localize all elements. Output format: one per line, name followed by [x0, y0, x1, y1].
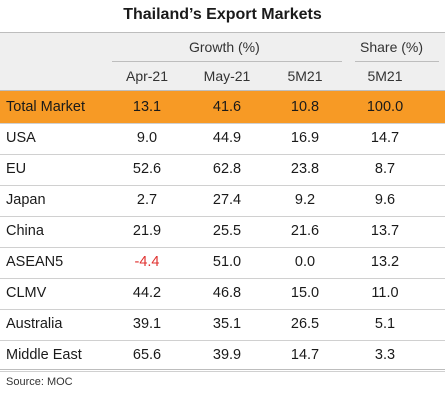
- table-bottom-rule: [0, 369, 445, 370]
- table-cell: 25.5: [212, 223, 242, 239]
- row-label: EU: [6, 161, 27, 177]
- table-cell: 23.8: [290, 161, 320, 177]
- table-cell: 10.8: [290, 99, 320, 115]
- table-cell: 2.7: [136, 192, 158, 208]
- share-group-label: Share (%): [360, 39, 424, 55]
- table-cell: 39.9: [212, 347, 242, 363]
- table-row: ASEAN5 -4.4 51.0 0.0 13.2: [0, 246, 445, 279]
- table-row: Middle East 65.6 39.9 14.7 3.3: [0, 339, 445, 372]
- growth-group-label: Growth (%): [189, 39, 260, 55]
- table-cell: 26.5: [290, 316, 320, 332]
- row-label: CLMV: [6, 285, 47, 301]
- row-label: Australia: [6, 316, 63, 332]
- table-row: China 21.9 25.5 21.6 13.7: [0, 215, 445, 248]
- column-header-apr21: Apr-21: [125, 68, 169, 84]
- table-cell: 3.3: [374, 347, 396, 363]
- table-cell: 39.1: [132, 316, 162, 332]
- table-cell: 13.1: [132, 99, 162, 115]
- table-cell: 21.6: [290, 223, 320, 239]
- header-row-groups: Growth (%) Share (%): [0, 32, 445, 63]
- row-label: USA: [6, 130, 36, 146]
- table-cell: 13.2: [370, 254, 400, 270]
- column-header-may21: May-21: [203, 68, 251, 84]
- table-cell: 35.1: [212, 316, 242, 332]
- column-header-5m21-growth: 5M21: [287, 68, 323, 84]
- table-title: Thailand’s Export Markets: [123, 6, 322, 23]
- table-row: Japan 2.7 27.4 9.2 9.6: [0, 184, 445, 217]
- table-cell: 11.0: [371, 285, 399, 301]
- table-cell: 62.8: [212, 161, 242, 177]
- share-group-divider: [355, 61, 439, 62]
- column-header-5m21-share: 5M21: [367, 68, 403, 84]
- table-cell: 46.8: [212, 285, 242, 301]
- row-label: Total Market: [6, 99, 85, 115]
- table-cell: 51.0: [212, 254, 242, 270]
- table-cell: 65.6: [132, 347, 162, 363]
- table-cell: 52.6: [132, 161, 162, 177]
- table-cell: 21.9: [132, 223, 162, 239]
- table-cell: 41.6: [212, 99, 242, 115]
- table-cell: 9.6: [374, 192, 396, 208]
- table-cell: 13.7: [370, 223, 400, 239]
- table-cell: 9.0: [136, 130, 158, 146]
- growth-group-divider: [112, 61, 342, 62]
- table-cell: 8.7: [374, 161, 396, 177]
- table-cell: 16.9: [290, 130, 320, 146]
- row-label: Middle East: [6, 347, 82, 363]
- source-note: Source: MOC: [6, 376, 73, 388]
- table-cell: 5.1: [374, 316, 396, 332]
- table-cell: -4.4: [134, 254, 160, 270]
- table-cell: 0.0: [294, 254, 316, 270]
- row-label: Japan: [6, 192, 46, 208]
- table-cell: 14.7: [290, 347, 320, 363]
- row-label: ASEAN5: [6, 254, 64, 270]
- table-row: CLMV 44.2 46.8 15.0 11.0: [0, 277, 445, 310]
- table-cell: 27.4: [212, 192, 242, 208]
- table-row: USA 9.0 44.9 16.9 14.7: [0, 122, 445, 155]
- table-cell: 44.2: [132, 285, 162, 301]
- table-cell: 9.2: [294, 192, 316, 208]
- row-label: China: [6, 223, 44, 239]
- header-row-periods: Apr-21 May-21 5M21 5M21: [0, 62, 445, 91]
- table-cell: 44.9: [212, 130, 242, 146]
- table-row: Australia 39.1 35.1 26.5 5.1: [0, 308, 445, 341]
- table-cell: 100.0: [366, 99, 404, 115]
- table-cell: 15.0: [290, 285, 320, 301]
- table-row: EU 52.6 62.8 23.8 8.7: [0, 153, 445, 186]
- table-cell: 14.7: [370, 130, 400, 146]
- table-row: Total Market 13.1 41.6 10.8 100.0: [0, 91, 445, 124]
